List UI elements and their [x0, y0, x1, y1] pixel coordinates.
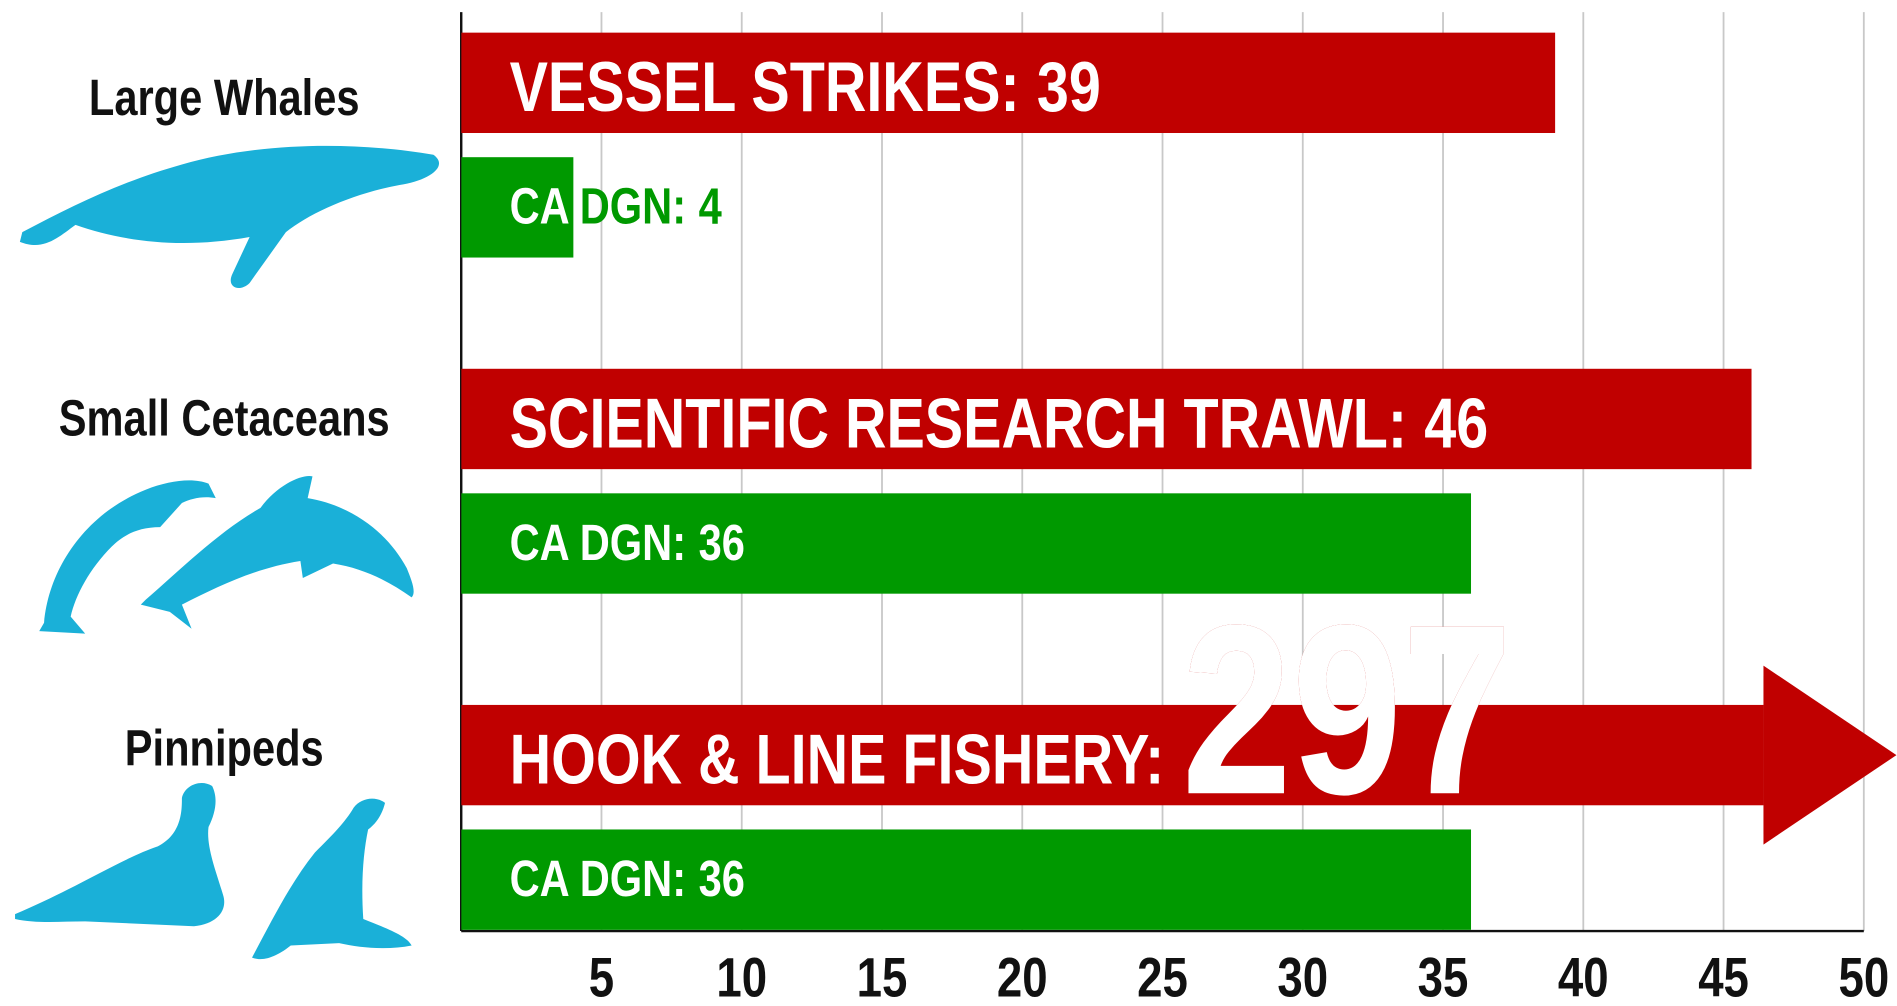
bar	[461, 32, 1556, 134]
x-tick-label: 10	[716, 946, 767, 1006]
bar-label-clip: CA DGN: 36	[510, 514, 745, 571]
bar-label-name: CA DGN:	[510, 850, 687, 907]
seal-icon	[252, 798, 412, 960]
bar	[461, 368, 1752, 470]
x-tick-label: 40	[1558, 946, 1609, 1006]
bar-label-overlay: SCIENTIFIC RESEARCH TRAWL: 46	[510, 384, 1489, 463]
bar-label-overlay: CA DGN: 36	[510, 850, 745, 907]
bar-label-name: CA DGN:	[510, 514, 687, 571]
x-tick-label: 25	[1137, 946, 1188, 1006]
x-tick-label: 30	[1277, 946, 1328, 1006]
bar-label-overlay: CA DGN: 4	[510, 178, 722, 235]
bar-label-value: 39	[1037, 48, 1101, 127]
bar	[461, 829, 1472, 930]
bar-label-clip: HOOK & LINE FISHERY:297	[510, 574, 1513, 844]
x-tick-label: 15	[857, 946, 908, 1006]
bar-arrowhead	[1763, 665, 1897, 845]
bar	[461, 157, 574, 258]
bar-label-overlay: CA DGN: 36	[510, 514, 745, 571]
bar-label-clip: CA DGN: 36	[510, 850, 745, 907]
x-tick-label: 50	[1838, 946, 1889, 1006]
bar-label-name: SCIENTIFIC RESEARCH TRAWL:	[510, 384, 1407, 463]
icons	[15, 145, 440, 960]
bar-label-clip: CA DGN: 4	[510, 178, 722, 235]
bar-label-clip: VESSEL STRIKES: 39	[510, 48, 1101, 127]
bar-label-name: CA DGN:	[510, 850, 687, 907]
bar	[461, 493, 1472, 594]
bar-label-overlay: VESSEL STRIKES: 39	[510, 48, 1101, 127]
bar-label: CA DGN: 36	[510, 514, 745, 571]
bar-label-value: 36	[699, 850, 745, 907]
bar-label: CA DGN: 36	[510, 850, 745, 907]
category-label: Pinnipeds	[125, 719, 324, 776]
bar-label: CA DGN: 4	[510, 178, 722, 235]
bar-label-value: 46	[1424, 384, 1488, 463]
bar-label-value: 297	[1182, 574, 1513, 844]
bar-label-name: CA DGN:	[510, 178, 687, 235]
bar-label-overlay: HOOK & LINE FISHERY:297	[510, 574, 1513, 844]
seal-icon	[15, 783, 225, 927]
bar-label-name: HOOK & LINE FISHERY:	[510, 720, 1165, 799]
x-tick-label: 45	[1698, 946, 1749, 1006]
bar-label-value: 4	[699, 178, 722, 235]
bar-label-name: CA DGN:	[510, 178, 687, 235]
bar	[461, 704, 1764, 806]
bar-label-name: HOOK & LINE FISHERY:	[510, 720, 1165, 799]
bar-label-value: 46	[1424, 384, 1488, 463]
bar-label-value: 297	[1182, 574, 1513, 844]
bar-label-clip: SCIENTIFIC RESEARCH TRAWL: 46	[510, 384, 1489, 463]
bar-label-name: SCIENTIFIC RESEARCH TRAWL:	[510, 384, 1407, 463]
bar-label-name: VESSEL STRIKES:	[510, 48, 1020, 127]
x-tick-label: 20	[997, 946, 1048, 1006]
bar-label-value: 39	[1037, 48, 1101, 127]
dolphin-icon	[39, 480, 216, 634]
x-tick-label: 35	[1418, 946, 1469, 1006]
category-label: Large Whales	[89, 69, 360, 126]
x-tick-label: 5	[589, 946, 614, 1006]
bar-label: SCIENTIFIC RESEARCH TRAWL: 46	[510, 384, 1489, 463]
dolphin-icon	[140, 476, 414, 629]
bar-label: HOOK & LINE FISHERY:297	[510, 574, 1513, 844]
bar-label-value: 36	[699, 850, 745, 907]
bar-label-value: 36	[699, 514, 745, 571]
bar-label-value: 36	[699, 514, 745, 571]
bar-label-name: CA DGN:	[510, 514, 687, 571]
bar-label-name: VESSEL STRIKES:	[510, 48, 1020, 127]
bar-label: VESSEL STRIKES: 39	[510, 48, 1101, 127]
whale-icon	[19, 145, 440, 288]
category-label: Small Cetaceans	[59, 389, 390, 446]
